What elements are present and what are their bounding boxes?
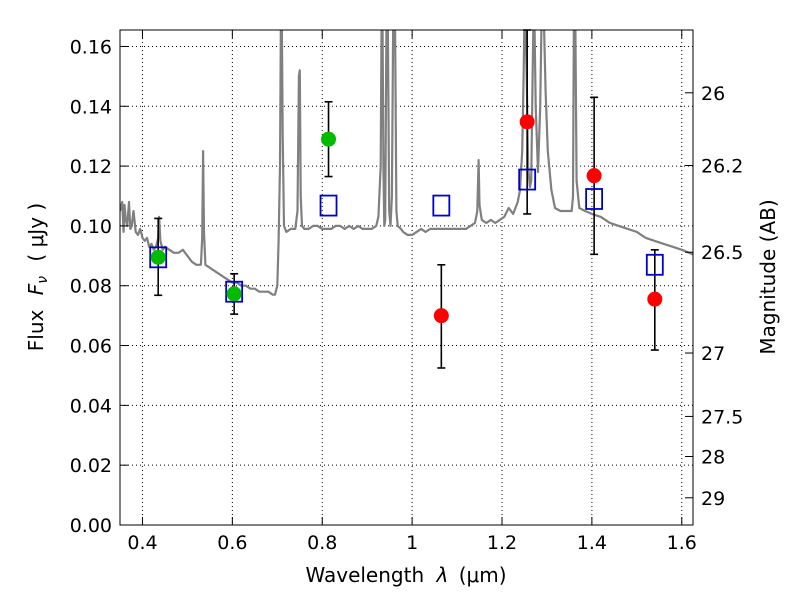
model-point-square <box>645 253 664 276</box>
y-axis-label-text: Flux <box>24 309 48 351</box>
y-tick-label: 0.04 <box>70 395 112 417</box>
model-point-square <box>585 188 604 210</box>
red-point <box>519 114 535 130</box>
y-tick-label: 0.06 <box>70 336 112 358</box>
y-tick-label: 0.10 <box>70 216 112 238</box>
axis-ticks: 0.4 0.6 0.8 1 1.2 1.4 1.6 0.00 0.02 0.04 0.06 0.08 0… <box>70 30 743 554</box>
mag-tick-label: 26 <box>701 83 725 105</box>
y-axis-label-unit: ( μJy ) <box>24 203 48 262</box>
red-point <box>586 168 602 184</box>
x-axis-label-symbol: λ <box>436 563 449 587</box>
x-tick-label: 0.6 <box>217 532 247 554</box>
x-tick-label: 1.4 <box>577 532 607 554</box>
green-point <box>321 131 337 147</box>
y2-axis-label: Magnitude (AB) <box>756 199 780 354</box>
mag-tick-label: 27 <box>701 343 725 365</box>
spectrum-line <box>120 30 693 296</box>
mag-tick-label: 27.5 <box>701 406 743 428</box>
red-point <box>433 308 449 324</box>
red-point <box>647 291 663 307</box>
x-axis-label-text: Wavelength <box>305 563 424 587</box>
x-tick-label: 0.8 <box>307 532 337 554</box>
mag-tick-label: 29 <box>701 488 725 510</box>
mag-tick-label: 28 <box>701 447 725 469</box>
x-tick-label: 1.2 <box>487 532 517 554</box>
x-tick-label: 1.6 <box>667 532 697 554</box>
model-point-square <box>149 246 168 269</box>
model-point-square <box>225 280 244 303</box>
x-tick-label: 1 <box>406 532 418 554</box>
green-point <box>226 286 242 302</box>
x-axis-label: Wavelength λ (μm) <box>305 563 506 587</box>
y-tick-label: 0.14 <box>70 96 112 118</box>
grid-lines <box>120 30 693 526</box>
green-point <box>150 249 166 265</box>
y-axis-label-symbol: F <box>24 283 48 295</box>
y-tick-label: 0.08 <box>70 276 112 298</box>
spectrum-layer <box>120 30 693 296</box>
points-layer <box>149 29 664 369</box>
y-tick-label: 0.02 <box>70 455 112 477</box>
x-tick-label: 0.4 <box>127 532 157 554</box>
model-point-square <box>518 168 537 191</box>
model-point-square <box>432 194 451 217</box>
y-tick-label: 0.12 <box>70 156 112 178</box>
y-tick-label: 0.00 <box>70 515 112 537</box>
plot-frame <box>119 29 694 526</box>
y-axis-label: Flux Fν ( μJy ) <box>24 203 52 351</box>
model-point-square <box>319 194 338 217</box>
x-axis-label-unit: (μm) <box>459 563 507 587</box>
mag-tick-label: 26.5 <box>701 242 743 264</box>
y-axis-label-subscript: ν <box>35 276 51 284</box>
mag-tick-label: 26.2 <box>701 155 743 177</box>
y-tick-label: 0.16 <box>70 36 112 58</box>
